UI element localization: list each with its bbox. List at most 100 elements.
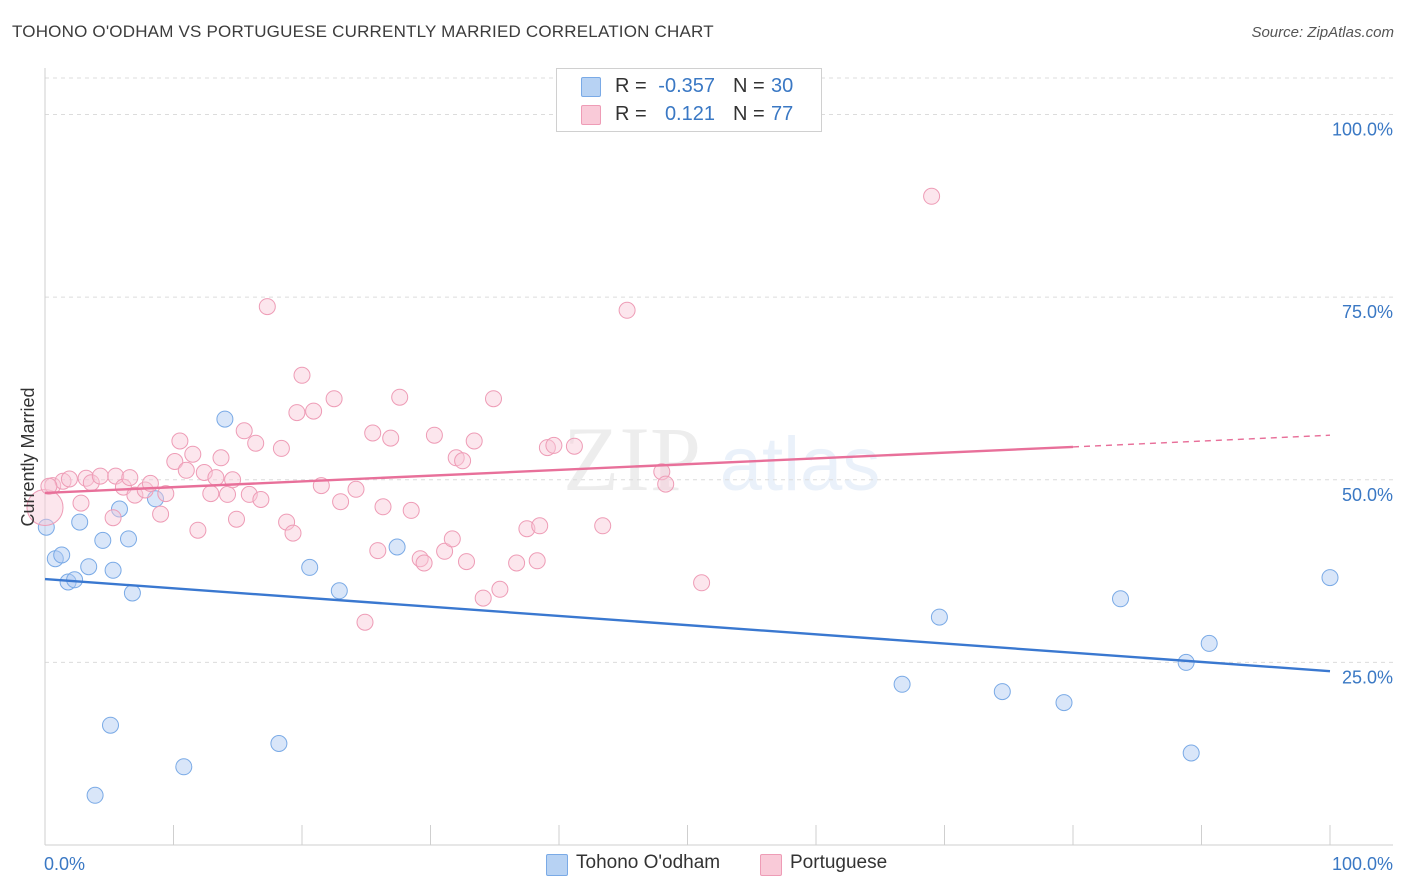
point-portuguese bbox=[60, 470, 78, 488]
legend-label-portuguese: Portuguese bbox=[790, 852, 888, 873]
chart-source: Source: ZipAtlas.com bbox=[1251, 24, 1394, 41]
point-tohono bbox=[330, 582, 348, 600]
point-tohono bbox=[930, 608, 948, 626]
point-tohono bbox=[71, 513, 89, 531]
point-tohono bbox=[1112, 590, 1129, 608]
point-portuguese bbox=[293, 366, 311, 384]
point-portuguese bbox=[207, 469, 225, 487]
point-portuguese bbox=[528, 552, 546, 570]
point-portuguese bbox=[402, 501, 420, 519]
point-portuguese bbox=[272, 439, 290, 457]
point-portuguese bbox=[491, 580, 509, 598]
point-portuguese bbox=[356, 613, 374, 631]
point-tohono bbox=[1182, 744, 1200, 762]
point-portuguese bbox=[369, 542, 387, 560]
point-portuguese bbox=[347, 480, 365, 498]
point-portuguese bbox=[657, 475, 675, 493]
point-tohono bbox=[104, 561, 122, 579]
legend-swatch-tohono bbox=[546, 854, 568, 876]
point-portuguese bbox=[189, 521, 207, 539]
point-portuguese bbox=[166, 453, 184, 470]
point-portuguese bbox=[126, 486, 144, 504]
point-portuguese bbox=[364, 424, 382, 442]
point-portuguese bbox=[235, 422, 253, 440]
point-portuguese bbox=[228, 510, 245, 528]
watermark-atlas: atlas bbox=[720, 422, 881, 507]
stat-r-label: R = bbox=[615, 103, 647, 125]
point-portuguese bbox=[40, 477, 58, 495]
point-portuguese bbox=[923, 187, 941, 205]
point-portuguese bbox=[531, 517, 549, 535]
stat-n-label: N = bbox=[733, 75, 765, 97]
x-tick-label-start: 0.0% bbox=[44, 854, 85, 874]
point-portuguese bbox=[284, 524, 302, 542]
point-portuguese bbox=[212, 449, 230, 467]
y-tick-label: 100.0% bbox=[1332, 120, 1393, 140]
y-axis-label: Currently Married bbox=[18, 387, 38, 526]
point-tohono bbox=[53, 546, 71, 564]
stat-row-portuguese: R = 0.121 N = 77 bbox=[557, 101, 821, 129]
trend-line-extension-portuguese bbox=[1072, 434, 1331, 448]
point-portuguese bbox=[538, 439, 556, 457]
axes bbox=[44, 68, 1393, 846]
stat-n-value: 30 bbox=[771, 75, 794, 97]
point-tohono bbox=[175, 758, 193, 776]
point-portuguese bbox=[157, 485, 175, 503]
point-portuguese bbox=[325, 390, 343, 408]
legend-swatch-portuguese bbox=[760, 854, 782, 876]
point-tohono bbox=[270, 735, 288, 752]
x-tick-label-end: 100.0% bbox=[1332, 854, 1393, 874]
point-portuguese bbox=[121, 469, 139, 487]
stat-r-value: -0.357 bbox=[658, 75, 715, 97]
stat-row-tohono: R = -0.357 N = 30 bbox=[557, 73, 821, 101]
point-portuguese bbox=[305, 402, 323, 420]
point-portuguese bbox=[177, 461, 195, 479]
point-portuguese bbox=[485, 390, 502, 408]
point-portuguese bbox=[436, 542, 454, 560]
point-tohono bbox=[111, 500, 128, 518]
point-portuguese bbox=[508, 554, 526, 572]
point-tohono bbox=[123, 584, 141, 602]
legend-label-tohono: Tohono O'odham bbox=[576, 852, 721, 873]
point-portuguese bbox=[374, 498, 392, 516]
point-portuguese bbox=[458, 553, 475, 571]
point-tohono bbox=[80, 558, 98, 576]
point-portuguese bbox=[415, 554, 433, 572]
point-tohono bbox=[301, 558, 319, 576]
point-portuguese bbox=[171, 432, 189, 450]
point-portuguese bbox=[152, 505, 170, 523]
point-portuguese bbox=[382, 429, 400, 447]
stat-n-label: N = bbox=[733, 103, 765, 125]
point-portuguese bbox=[618, 301, 636, 319]
trend-line-portuguese bbox=[44, 445, 1074, 495]
data-points bbox=[26, 187, 1339, 804]
y-tick-label: 50.0% bbox=[1342, 485, 1393, 505]
point-portuguese bbox=[443, 530, 461, 548]
point-portuguese bbox=[518, 520, 536, 538]
point-tohono bbox=[1321, 569, 1339, 587]
point-portuguese bbox=[278, 513, 296, 531]
point-tohono bbox=[94, 531, 112, 549]
point-tohono bbox=[993, 683, 1011, 701]
point-tohono bbox=[102, 716, 119, 734]
gridlines bbox=[45, 77, 1393, 663]
trend-lines bbox=[44, 434, 1331, 673]
y-tick-label: 75.0% bbox=[1342, 302, 1393, 322]
point-portuguese bbox=[219, 485, 236, 503]
point-tohono bbox=[216, 410, 234, 428]
point-tohono bbox=[120, 530, 137, 548]
correlation-stats-box: R = -0.357 N = 30 R = 0.121 N = 77 bbox=[556, 68, 822, 132]
point-portuguese bbox=[474, 589, 492, 607]
stat-swatch-portuguese bbox=[581, 105, 601, 125]
point-portuguese bbox=[594, 517, 612, 535]
point-portuguese bbox=[391, 388, 409, 406]
point-portuguese bbox=[454, 452, 472, 470]
point-portuguese bbox=[332, 493, 350, 511]
trend-line-tohono bbox=[44, 577, 1331, 673]
point-tohono bbox=[388, 538, 406, 556]
point-portuguese bbox=[202, 485, 220, 503]
point-portuguese bbox=[252, 491, 270, 508]
point-portuguese bbox=[545, 436, 563, 454]
point-tohono bbox=[86, 786, 104, 804]
